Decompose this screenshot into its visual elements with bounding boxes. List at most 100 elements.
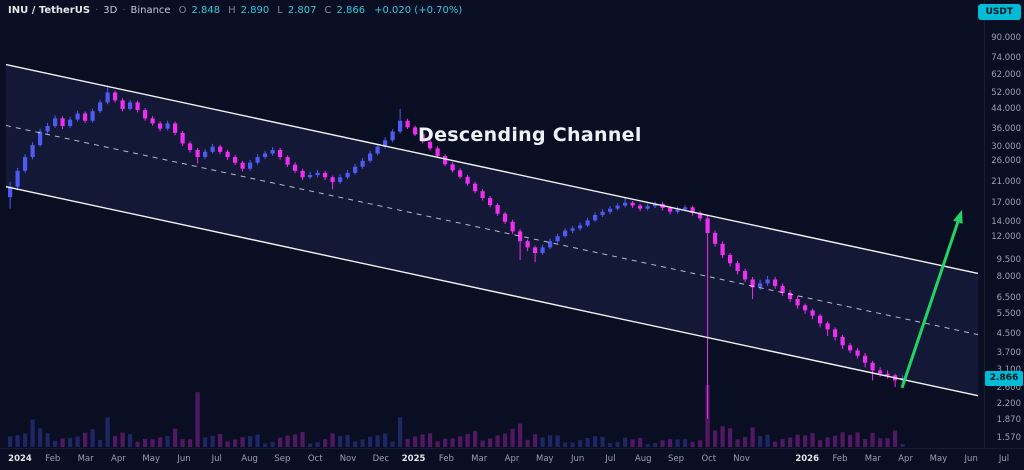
- volume-bar: [270, 441, 275, 447]
- candle-body: [878, 370, 883, 374]
- time-tick-label: 2024: [8, 454, 32, 464]
- candle-body: [135, 102, 140, 110]
- separator: ·: [95, 5, 99, 16]
- volume-bar: [735, 439, 740, 447]
- volume-bar: [315, 442, 320, 447]
- candle-body: [585, 220, 590, 226]
- price-tick-label: 3.700: [996, 348, 1021, 358]
- time-tick-label: Apr: [111, 454, 126, 464]
- price-tick-label: 21.000: [991, 176, 1021, 187]
- volume-bar: [630, 439, 635, 447]
- volume-bar: [720, 426, 725, 447]
- channel-fill: [6, 64, 978, 396]
- price-tick-label: 44.000: [991, 103, 1021, 114]
- candle-body: [105, 92, 110, 103]
- close-value: 2.866: [336, 5, 366, 16]
- price-tick-label: 1.870: [996, 415, 1021, 426]
- volume-bar: [150, 439, 155, 447]
- volume-bar: [308, 443, 313, 447]
- candle-body: [315, 172, 320, 176]
- volume-bar: [600, 436, 605, 447]
- channel-annotation-label[interactable]: Descending Channel: [418, 124, 642, 146]
- volume-bar: [510, 428, 515, 447]
- low-label: L: [277, 5, 283, 16]
- channel-line[interactable]: [5, 186, 979, 397]
- symbol-legend[interactable]: INU / TetherUS · 3D · Binance O 2.848 H …: [8, 5, 462, 16]
- volume-bar: [728, 428, 733, 447]
- candle-body: [518, 231, 523, 242]
- volume-bar: [855, 432, 860, 447]
- time-tick-label: Jun: [964, 454, 978, 464]
- candle-body: [525, 241, 530, 248]
- volume-bar: [368, 436, 373, 447]
- candle-body: [360, 160, 365, 167]
- time-tick-label: 2026: [795, 454, 820, 464]
- candle-body: [240, 162, 245, 169]
- price-tick-label: 14.000: [991, 216, 1021, 227]
- volume-bar: [248, 436, 253, 447]
- time-tick-label: May: [142, 454, 160, 464]
- open-value: 2.848: [191, 5, 221, 16]
- volume-bar: [518, 423, 523, 447]
- channel-line[interactable]: [5, 63, 979, 275]
- volume-bar: [788, 437, 793, 447]
- candle-body: [128, 102, 133, 109]
- candle-body: [383, 140, 388, 147]
- candle-body: [728, 255, 733, 264]
- candle-body: [855, 350, 860, 356]
- volume-bar: [405, 438, 410, 447]
- time-tick-label: May: [536, 454, 554, 464]
- volume-bar: [210, 435, 215, 447]
- candle-body: [690, 207, 695, 213]
- volume-bar: [623, 437, 628, 447]
- candle-body: [195, 150, 200, 157]
- volume-bar: [690, 441, 695, 447]
- volume-bar: [533, 434, 538, 447]
- volume-bar: [548, 435, 553, 447]
- interval-label[interactable]: 3D: [103, 5, 118, 16]
- candle-body: [330, 177, 335, 182]
- price-tick-label: 9.500: [996, 255, 1021, 265]
- time-tick-label: Jul: [998, 454, 1010, 464]
- candle-body: [773, 279, 778, 286]
- candle-body: [173, 123, 178, 133]
- volume-bar: [255, 434, 260, 447]
- price-tick-label: 12.000: [991, 232, 1021, 242]
- candle-body: [458, 170, 463, 177]
- time-axis[interactable]: 2024 Feb Mar Apr May Jun Jul Aug Sep Oct Nov Dec 202…: [0, 448, 1024, 470]
- volume-bar: [503, 433, 508, 447]
- volume-bar: [773, 441, 778, 447]
- candle-body: [863, 355, 868, 363]
- candle-body: [848, 345, 853, 351]
- symbol-name[interactable]: INU / TetherUS: [8, 5, 91, 16]
- candle-body: [390, 131, 395, 141]
- projection-arrow-shaft[interactable]: [900, 221, 960, 389]
- time-tick-label: Feb: [832, 454, 848, 464]
- price-tick-label: 74.000: [991, 52, 1021, 63]
- price-tick-label: 52.000: [991, 87, 1021, 98]
- high-value: 2.890: [240, 5, 270, 16]
- volume-bar: [75, 436, 80, 447]
- candle-body: [570, 228, 575, 231]
- candle-body: [750, 279, 755, 288]
- candle-body: [735, 263, 740, 271]
- price-tick-label: 62.000: [991, 70, 1021, 81]
- volume-bar: [15, 435, 20, 447]
- candle-body: [225, 151, 230, 157]
- time-tick-label: Oct: [701, 454, 717, 464]
- volume-bar: [68, 437, 73, 447]
- projection-arrow-head[interactable]: [953, 209, 963, 224]
- candle-body: [15, 170, 20, 187]
- change-value: +0.020 (+0.70%): [374, 5, 463, 16]
- time-tick-label: Sep: [667, 454, 685, 464]
- candle-body: [600, 211, 605, 215]
- time-tick-label: Nov: [339, 454, 357, 464]
- candle-body: [300, 170, 305, 178]
- volume-bar: [458, 436, 463, 447]
- candle-body: [143, 110, 148, 119]
- currency-toggle-button[interactable]: USDT: [977, 4, 1021, 20]
- candle-body: [488, 198, 493, 205]
- candle-body: [555, 236, 560, 242]
- last-price-badge: 2.866: [985, 370, 1023, 386]
